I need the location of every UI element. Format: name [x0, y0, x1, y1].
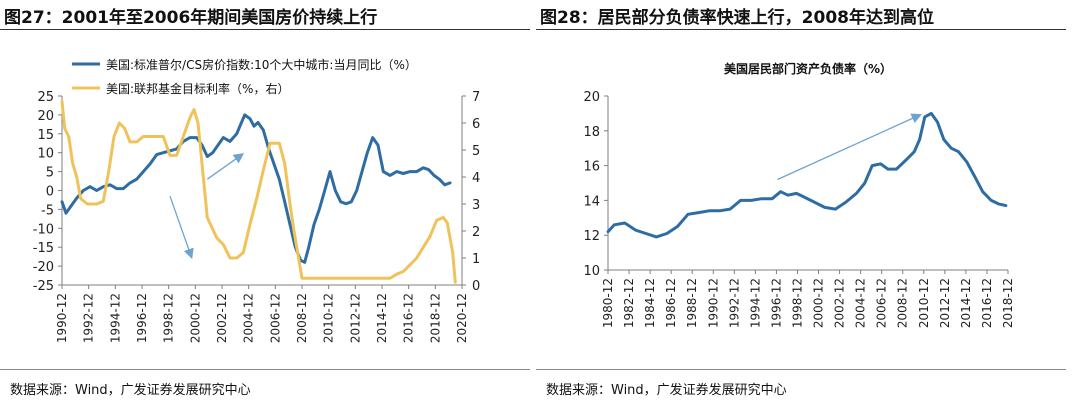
y-tick-label-left: 0 [46, 185, 54, 200]
y-tick-label-left: 14 [583, 194, 600, 209]
x-tick-label: 2014-12 [375, 293, 389, 343]
x-tick-label: 1996-12 [769, 278, 783, 328]
figure-28-source: 数据来源：Wind，广发证券发展研究中心 [546, 383, 787, 398]
figure-27-top-rule [0, 29, 530, 30]
x-tick-label: 1998-12 [162, 293, 176, 343]
x-tick-label: 1990-12 [55, 293, 69, 343]
y-tick-label-left: 16 [583, 160, 600, 175]
trend-arrow-1 [206, 153, 245, 180]
x-tick-label: 1988-12 [685, 278, 699, 328]
x-tick-label: 2016-12 [980, 278, 994, 328]
x-tick-label: 2002-12 [215, 293, 229, 343]
y-tick-label-left: 5 [46, 166, 54, 181]
x-tick-label: 1986-12 [664, 278, 678, 328]
y-tick-label-right: 1 [472, 252, 480, 267]
x-tick-label: 2020-12 [455, 293, 469, 343]
figure-27-panel: 图27：2001年至2006年期间美国房价持续上行 25 20 15 10 5 0 -5 -1… [0, 0, 530, 405]
y-tick-label-left: -5 [41, 203, 54, 218]
x-tick-label: 2016-12 [402, 293, 416, 343]
x-tick-label: 1990-12 [706, 278, 720, 328]
y-tick-label-right: 0 [472, 279, 480, 294]
y-tick-label-left: -15 [33, 241, 54, 256]
figure-28-bottom-rule [536, 369, 1066, 370]
y-tick-label-left: -20 [33, 260, 54, 275]
figure-27-title: 图27：2001年至2006年期间美国房价持续上行 [4, 8, 378, 28]
x-tick-label: 2004-12 [854, 278, 868, 328]
x-tick-label: 2006-12 [268, 293, 282, 343]
x-tick-label: 2000-12 [188, 293, 202, 343]
y-tick-label-right: 5 [472, 144, 480, 159]
x-tick-label: 2012-12 [348, 293, 362, 343]
x-tick-label: 1994-12 [748, 278, 762, 328]
x-tick-label: 1992-12 [727, 278, 741, 328]
figure-28-top-rule [536, 29, 1066, 30]
trend-arrow-2 [169, 195, 194, 260]
y-tick-label-left: 10 [37, 147, 54, 162]
x-tick-label: 1998-12 [790, 278, 804, 328]
trend-arrow-1 [777, 113, 922, 181]
figure-28-title: 图28：居民部分负债率快速上行，2008年达到高位 [540, 8, 934, 28]
y-tick-label-left: 12 [583, 229, 600, 244]
series-line-2 [60, 99, 457, 284]
figure-28-panel: 图28：居民部分负债率快速上行，2008年达到高位 美国居民部门资产负债率（%）… [536, 0, 1076, 405]
series-line-1 [606, 111, 1008, 239]
x-tick-label: 2014-12 [959, 278, 973, 328]
series-line-1 [60, 113, 452, 264]
x-tick-label: 2008-12 [896, 278, 910, 328]
x-tick-label: 1984-12 [643, 278, 657, 328]
y-tick-label-left: 20 [37, 109, 54, 124]
y-tick-label-right: 3 [472, 198, 480, 213]
legend-label-2: 美国:联邦基金目标利率（%，右） [106, 81, 289, 96]
legend-label-1: 美国:标准普尔/CS房价指数:10个大中城市:当月同比（%） [106, 57, 417, 72]
y-tick-label-left: 15 [37, 128, 54, 143]
chart-title: 美国居民部门资产负债率（%） [724, 61, 892, 76]
x-tick-label: 2012-12 [938, 278, 952, 328]
y-tick-label-left: 10 [583, 264, 600, 279]
x-tick-label: 1980-12 [601, 278, 615, 328]
x-tick-label: 1996-12 [135, 293, 149, 343]
x-tick-label: 2008-12 [295, 293, 309, 343]
x-tick-label: 2006-12 [875, 278, 889, 328]
x-tick-label: 2000-12 [812, 278, 826, 328]
y-tick-label-left: 20 [583, 90, 600, 105]
y-tick-label-right: 2 [472, 225, 480, 240]
y-tick-label-right: 4 [472, 171, 480, 186]
y-tick-label-right: 7 [472, 90, 480, 105]
y-tick-label-left: 18 [583, 125, 600, 140]
x-tick-label: 2004-12 [242, 293, 256, 343]
x-tick-label: 1992-12 [82, 293, 96, 343]
x-tick-label: 1994-12 [108, 293, 122, 343]
y-tick-label-left: 25 [37, 90, 54, 105]
x-tick-label: 2018-12 [1001, 278, 1015, 328]
x-tick-label: 1982-12 [622, 278, 636, 328]
y-tick-label-left: -10 [33, 222, 54, 237]
y-tick-label-left: -25 [33, 279, 54, 294]
x-tick-label: 2002-12 [833, 278, 847, 328]
x-tick-label: 2010-12 [322, 293, 336, 343]
y-tick-label-right: 6 [472, 117, 480, 132]
x-tick-label: 2018-12 [428, 293, 442, 343]
figure-27-source: 数据来源：Wind，广发证券发展研究中心 [10, 383, 251, 398]
figure-27-bottom-rule [0, 369, 530, 370]
x-tick-label: 2010-12 [917, 278, 931, 328]
